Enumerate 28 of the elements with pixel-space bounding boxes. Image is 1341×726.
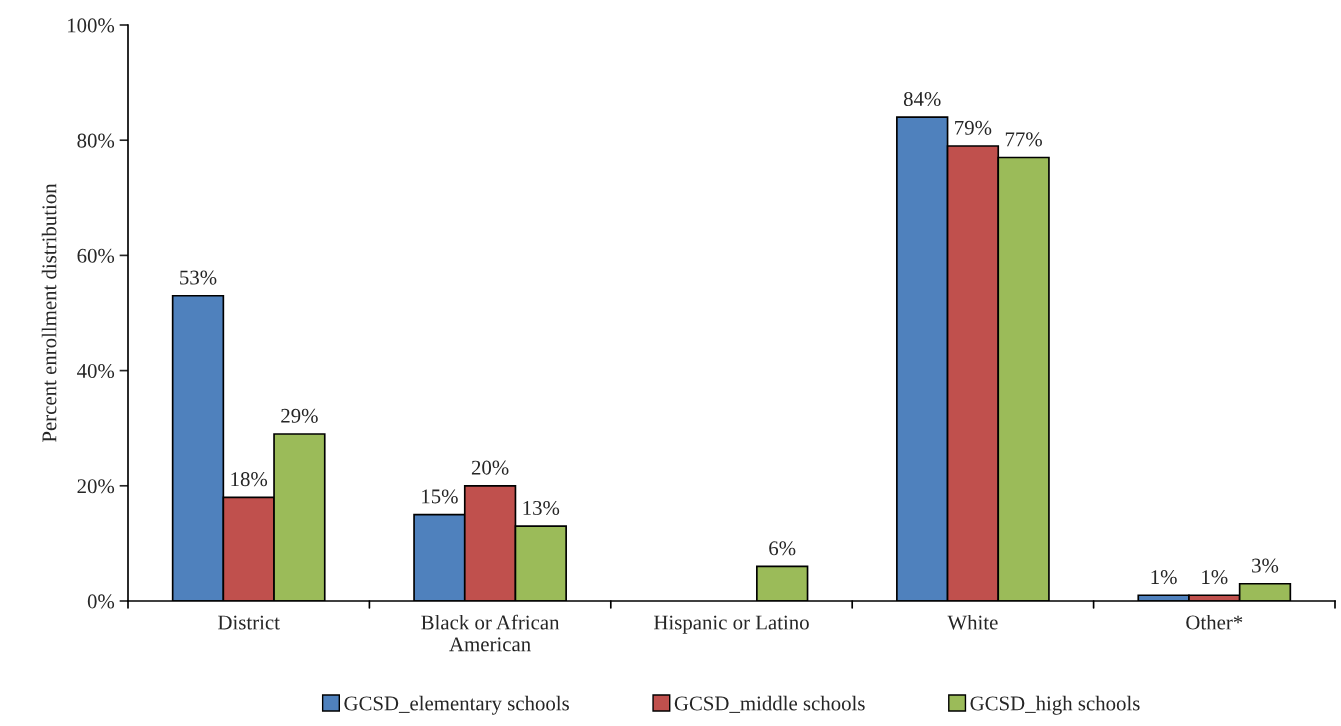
data-label: 77% (1005, 132, 1042, 147)
data-label: 53% (180, 270, 217, 285)
y-tick-label: 60% (77, 248, 115, 263)
data-label: 13% (523, 500, 560, 516)
y-tick-label: 80% (77, 133, 115, 148)
y-tick-label: 100% (68, 18, 115, 33)
x-tick-label: Other* (1186, 614, 1243, 630)
data-label: 79% (955, 120, 992, 135)
x-tick-label: White (947, 614, 998, 630)
legend-label: GCSD_middle schools (674, 695, 865, 713)
data-label: 29% (281, 408, 318, 423)
data-label: 6% (769, 541, 796, 556)
data-label: 18% (231, 472, 268, 487)
data-label: 1% (1151, 570, 1177, 585)
y-tick-label: 0% (87, 594, 115, 609)
y-axis-title: Percent enrollment distribution (41, 183, 57, 442)
data-label: 1% (1202, 570, 1228, 585)
y-tick-label: 40% (77, 363, 115, 379)
data-label: 15% (422, 489, 458, 504)
data-label: 3% (1252, 558, 1279, 573)
x-tick-label: District (218, 615, 280, 630)
x-tick-label: Black or African American (421, 614, 560, 652)
data-label: 84% (903, 91, 941, 107)
x-tick-label: Hispanic or Latino (653, 615, 809, 634)
legend-label: GCSD_high schools (970, 695, 1140, 715)
legend-label: GCSD_elementary schools (344, 695, 569, 715)
data-label: 20% (471, 460, 509, 475)
y-tick-label: 20% (77, 479, 115, 494)
